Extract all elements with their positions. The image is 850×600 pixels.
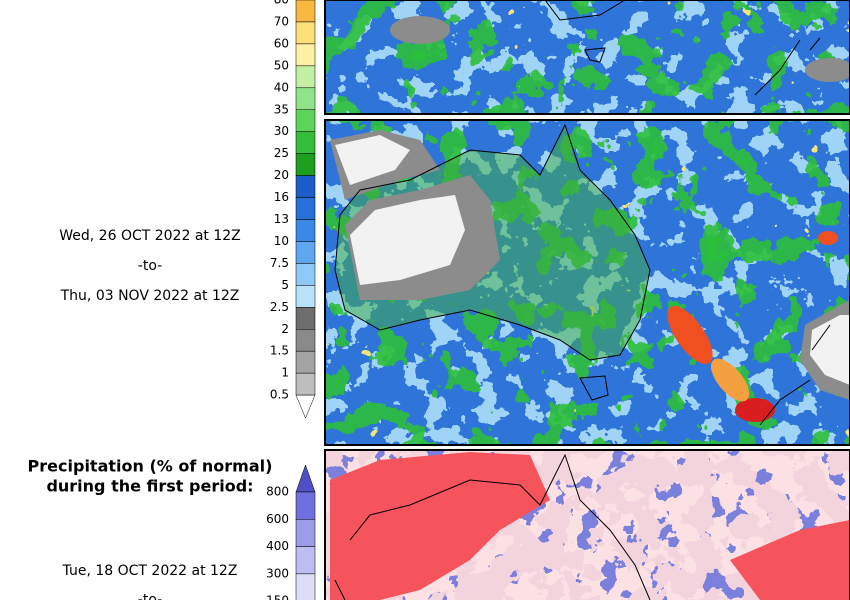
scale-label: 20 <box>274 168 289 182</box>
map-forecast-precipitation <box>325 120 850 445</box>
period-start: Tue, 18 OCT 2022 at 12Z <box>62 563 238 579</box>
scale-box <box>295 109 316 132</box>
scale-box <box>295 285 316 308</box>
period-separator: -to- <box>138 258 162 274</box>
scale-label: 1 <box>281 366 289 380</box>
scale-arrow <box>295 394 316 419</box>
scale-box <box>295 573 316 600</box>
scale-label: 0.5 <box>270 388 289 402</box>
scale-label: 5 <box>281 278 289 292</box>
scale-arrow <box>295 464 316 493</box>
scale-box <box>295 131 316 154</box>
scale-label: 25 <box>274 146 289 160</box>
map-frame <box>324 449 850 600</box>
scale-box <box>295 43 316 67</box>
scale-label: 30 <box>274 124 289 138</box>
scale-label: 35 <box>274 102 289 116</box>
scale-box <box>295 87 316 111</box>
scale-box <box>295 241 316 264</box>
scale-box <box>295 175 316 198</box>
scale-label: 800 <box>266 485 289 499</box>
scale-label: 2.5 <box>270 300 289 314</box>
scale-box <box>295 519 316 547</box>
scale-box <box>295 0 316 23</box>
map-percent-of-normal <box>325 450 850 600</box>
scale-box <box>295 153 316 176</box>
scale-label: 7.5 <box>270 256 289 270</box>
scale-label: 150 <box>266 594 289 600</box>
scale-box <box>295 197 316 220</box>
period-separator: -to- <box>138 592 162 600</box>
scale-box <box>295 65 316 89</box>
scale-label: 300 <box>266 566 289 580</box>
scale-box <box>295 307 316 330</box>
scale-box <box>295 263 316 286</box>
scale-box <box>295 219 316 242</box>
scale-box <box>295 491 316 520</box>
scale-box <box>295 372 316 396</box>
scale-label: 600 <box>266 512 289 526</box>
scale-label: 80 <box>274 0 289 7</box>
scale-label: 40 <box>274 80 289 94</box>
scale-box <box>295 350 316 374</box>
map-forecast-previous <box>325 0 850 114</box>
scale-label: 50 <box>274 58 289 72</box>
scale-label: 16 <box>274 190 289 204</box>
anomaly-title: Precipitation (% of normal) <box>28 457 273 476</box>
anomaly-subtitle: during the first period: <box>46 477 253 496</box>
scale-label: 10 <box>274 234 289 248</box>
scale-label: 1.5 <box>270 344 289 358</box>
period-end: Thu, 03 NOV 2022 at 12Z <box>60 288 240 304</box>
map-frame <box>324 0 850 115</box>
scale-box <box>295 21 316 45</box>
scale-label: 13 <box>274 212 289 226</box>
scale-box <box>295 329 316 352</box>
scale-label: 70 <box>274 14 289 28</box>
scale-label: 60 <box>274 36 289 50</box>
scale-label: 400 <box>266 539 289 553</box>
map-frame <box>324 119 850 446</box>
scale-label: 2 <box>281 322 289 336</box>
scale-box <box>295 546 316 575</box>
period-start: Wed, 26 OCT 2022 at 12Z <box>59 228 241 244</box>
